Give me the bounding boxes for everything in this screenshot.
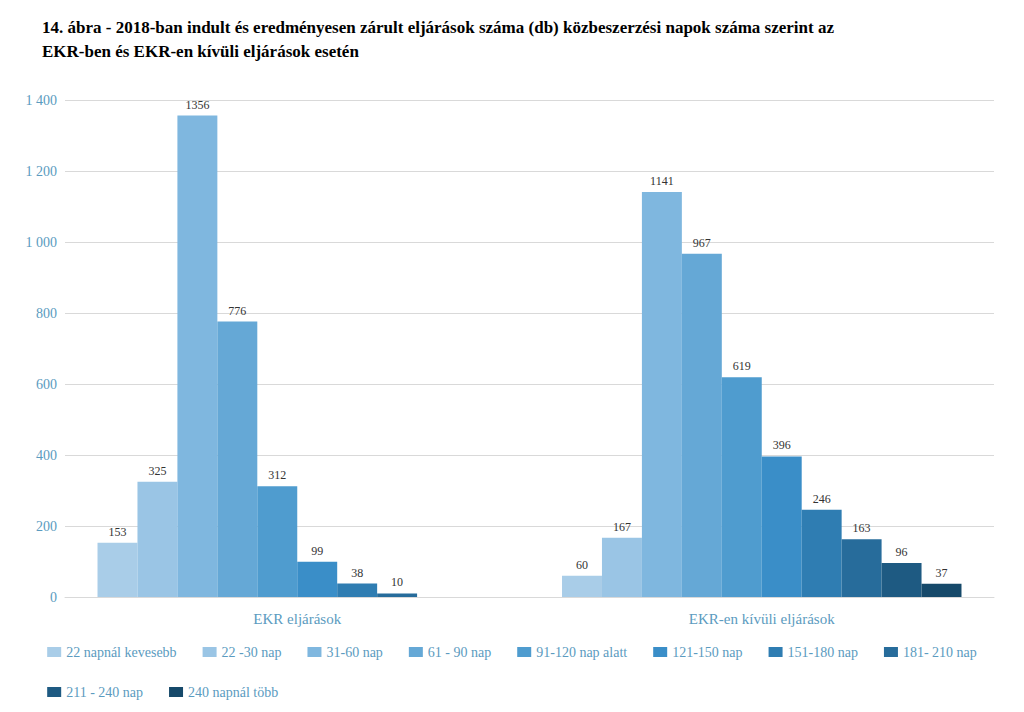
svg-text:91-120 nap alatt: 91-120 nap alatt bbox=[536, 645, 627, 660]
svg-text:153: 153 bbox=[108, 525, 126, 539]
svg-text:22 napnál kevesebb: 22 napnál kevesebb bbox=[66, 645, 176, 660]
svg-text:EKR eljárások: EKR eljárások bbox=[253, 611, 341, 627]
svg-text:38: 38 bbox=[351, 566, 363, 580]
svg-text:400: 400 bbox=[36, 448, 57, 463]
svg-text:967: 967 bbox=[693, 236, 711, 250]
svg-text:800: 800 bbox=[36, 306, 57, 321]
svg-text:10: 10 bbox=[391, 575, 403, 589]
svg-text:1 400: 1 400 bbox=[26, 93, 58, 108]
svg-text:22 -30 nap: 22 -30 nap bbox=[222, 645, 282, 660]
svg-text:EKR-en kívüli eljárások: EKR-en kívüli eljárások bbox=[689, 611, 835, 627]
svg-text:1 000: 1 000 bbox=[26, 235, 58, 250]
svg-text:1141: 1141 bbox=[650, 174, 674, 188]
svg-text:200: 200 bbox=[36, 519, 57, 534]
svg-text:776: 776 bbox=[228, 304, 246, 318]
svg-text:246: 246 bbox=[813, 492, 831, 506]
svg-text:211 - 240 nap: 211 - 240 nap bbox=[66, 685, 143, 700]
svg-text:600: 600 bbox=[36, 377, 57, 392]
svg-text:31-60 nap: 31-60 nap bbox=[326, 645, 382, 660]
svg-text:181- 210 nap: 181- 210 nap bbox=[903, 645, 977, 660]
svg-text:0: 0 bbox=[50, 590, 57, 605]
svg-text:325: 325 bbox=[148, 464, 166, 478]
svg-text:121-150 nap: 121-150 nap bbox=[672, 645, 742, 660]
svg-text:37: 37 bbox=[936, 566, 948, 580]
svg-text:1 200: 1 200 bbox=[26, 164, 58, 179]
svg-text:396: 396 bbox=[773, 438, 791, 452]
svg-text:61 - 90 nap: 61 - 90 nap bbox=[428, 645, 491, 660]
svg-text:240 napnál több: 240 napnál több bbox=[188, 685, 278, 700]
svg-text:EKR-ben és EKR-en kívüli eljár: EKR-ben és EKR-en kívüli eljárások eseté… bbox=[42, 42, 359, 61]
svg-text:99: 99 bbox=[311, 544, 323, 558]
svg-text:167: 167 bbox=[613, 520, 631, 534]
svg-text:96: 96 bbox=[896, 545, 908, 559]
svg-text:312: 312 bbox=[268, 468, 286, 482]
svg-text:163: 163 bbox=[853, 521, 871, 535]
svg-text:14. ábra - 2018-ban indult és: 14. ábra - 2018-ban indult és eredményes… bbox=[42, 18, 838, 37]
svg-text:619: 619 bbox=[733, 359, 751, 373]
svg-text:1356: 1356 bbox=[185, 98, 209, 112]
svg-text:151-180 nap: 151-180 nap bbox=[788, 645, 858, 660]
svg-text:60: 60 bbox=[576, 558, 588, 572]
